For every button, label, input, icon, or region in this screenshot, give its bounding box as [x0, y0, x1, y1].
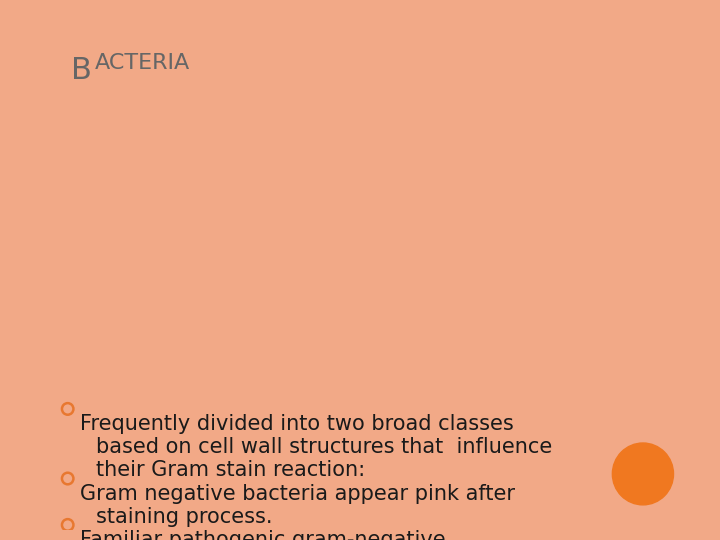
- Text: based on cell wall structures that  influence: based on cell wall structures that influ…: [96, 437, 553, 457]
- Text: staining process.: staining process.: [96, 507, 273, 527]
- Text: ACTERIA: ACTERIA: [94, 53, 189, 73]
- Text: their Gram stain reaction:: their Gram stain reaction:: [96, 461, 366, 481]
- Text: Familiar pathogenic gram-negative: Familiar pathogenic gram-negative: [80, 530, 446, 540]
- Text: B: B: [71, 56, 91, 85]
- Text: Frequently divided into two broad classes: Frequently divided into two broad classe…: [80, 414, 514, 434]
- Circle shape: [612, 443, 673, 505]
- Text: Gram negative bacteria appear pink after: Gram negative bacteria appear pink after: [80, 484, 515, 504]
